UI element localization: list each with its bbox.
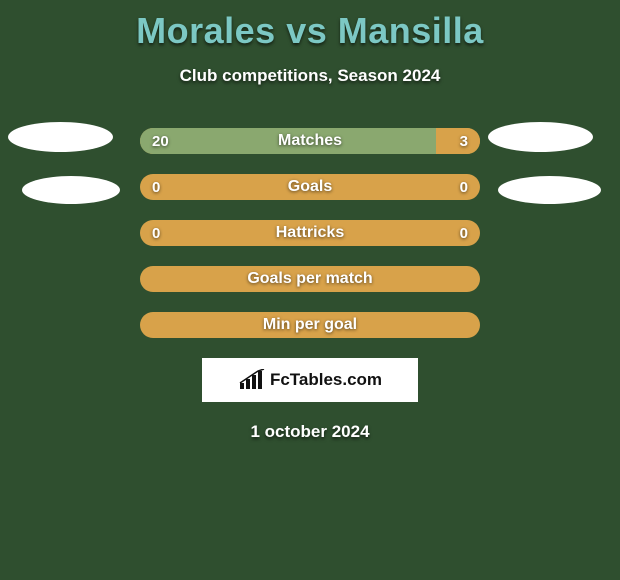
stat-label: Hattricks [140, 220, 480, 246]
stat-value-left: 0 [140, 220, 172, 246]
logo: FcTables.com [238, 369, 382, 391]
club-badge [498, 176, 601, 204]
stat-value-right: 0 [448, 220, 480, 246]
date-text: 1 october 2024 [0, 422, 620, 442]
stat-row: Matches20 3 [140, 128, 480, 154]
stat-label: Matches [140, 128, 480, 154]
stat-value-left: 20 [140, 128, 181, 154]
club-badge [22, 176, 120, 204]
vs-word: vs [286, 10, 327, 51]
stat-label: Goals [140, 174, 480, 200]
stat-label: Goals per match [140, 266, 480, 292]
player1-name: Morales [136, 10, 276, 51]
stat-value-right: 0 [448, 174, 480, 200]
logo-chart-icon [238, 369, 266, 391]
stat-row: Min per goal [140, 312, 480, 338]
stat-value-left: 0 [140, 174, 172, 200]
logo-box: FcTables.com [202, 358, 418, 402]
club-badge [488, 122, 593, 152]
club-badge [8, 122, 113, 152]
stat-row: Goals0 0 [140, 174, 480, 200]
logo-text: FcTables.com [270, 370, 382, 390]
stat-row: Hattricks0 0 [140, 220, 480, 246]
comparison-card: Morales vs Mansilla Club competitions, S… [0, 0, 620, 580]
page-title: Morales vs Mansilla [0, 0, 620, 52]
player2-name: Mansilla [338, 10, 484, 51]
stat-label: Min per goal [140, 312, 480, 338]
stat-row: Goals per match [140, 266, 480, 292]
subtitle: Club competitions, Season 2024 [0, 66, 620, 86]
stat-value-right: 3 [448, 128, 480, 154]
stat-rows: Matches203Goals00Hattricks00Goals per ma… [0, 128, 620, 338]
